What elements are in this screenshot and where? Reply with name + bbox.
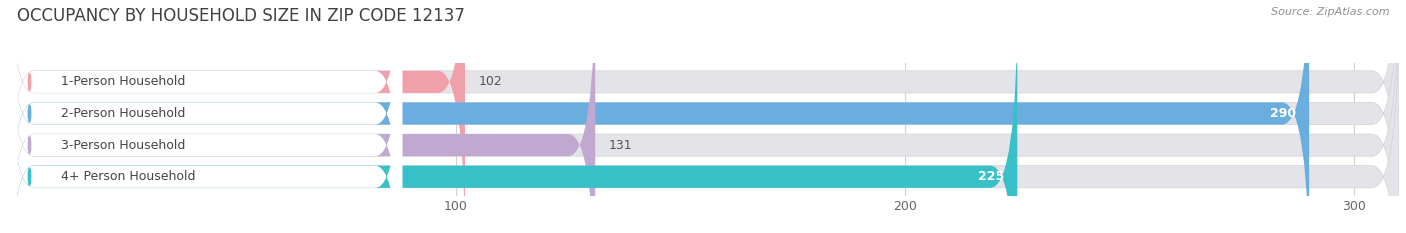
FancyBboxPatch shape [7,0,402,233]
Text: 1-Person Household: 1-Person Household [60,75,186,88]
FancyBboxPatch shape [7,0,402,233]
FancyBboxPatch shape [7,0,1018,233]
Circle shape [28,168,31,185]
Text: 3-Person Household: 3-Person Household [60,139,186,152]
Text: 4+ Person Household: 4+ Person Household [60,170,195,183]
Text: Source: ZipAtlas.com: Source: ZipAtlas.com [1271,7,1389,17]
Text: 225: 225 [977,170,1004,183]
FancyBboxPatch shape [7,0,1399,233]
FancyBboxPatch shape [7,0,595,233]
FancyBboxPatch shape [7,0,402,233]
Text: OCCUPANCY BY HOUSEHOLD SIZE IN ZIP CODE 12137: OCCUPANCY BY HOUSEHOLD SIZE IN ZIP CODE … [17,7,465,25]
Circle shape [28,137,31,154]
FancyBboxPatch shape [7,0,402,233]
FancyBboxPatch shape [7,0,1399,233]
Text: 131: 131 [609,139,633,152]
FancyBboxPatch shape [7,0,1399,233]
Text: 102: 102 [478,75,502,88]
FancyBboxPatch shape [7,0,1309,233]
Text: 290: 290 [1270,107,1296,120]
Text: 2-Person Household: 2-Person Household [60,107,186,120]
FancyBboxPatch shape [7,0,1399,233]
Circle shape [28,105,31,122]
Circle shape [28,73,31,90]
FancyBboxPatch shape [7,0,465,233]
